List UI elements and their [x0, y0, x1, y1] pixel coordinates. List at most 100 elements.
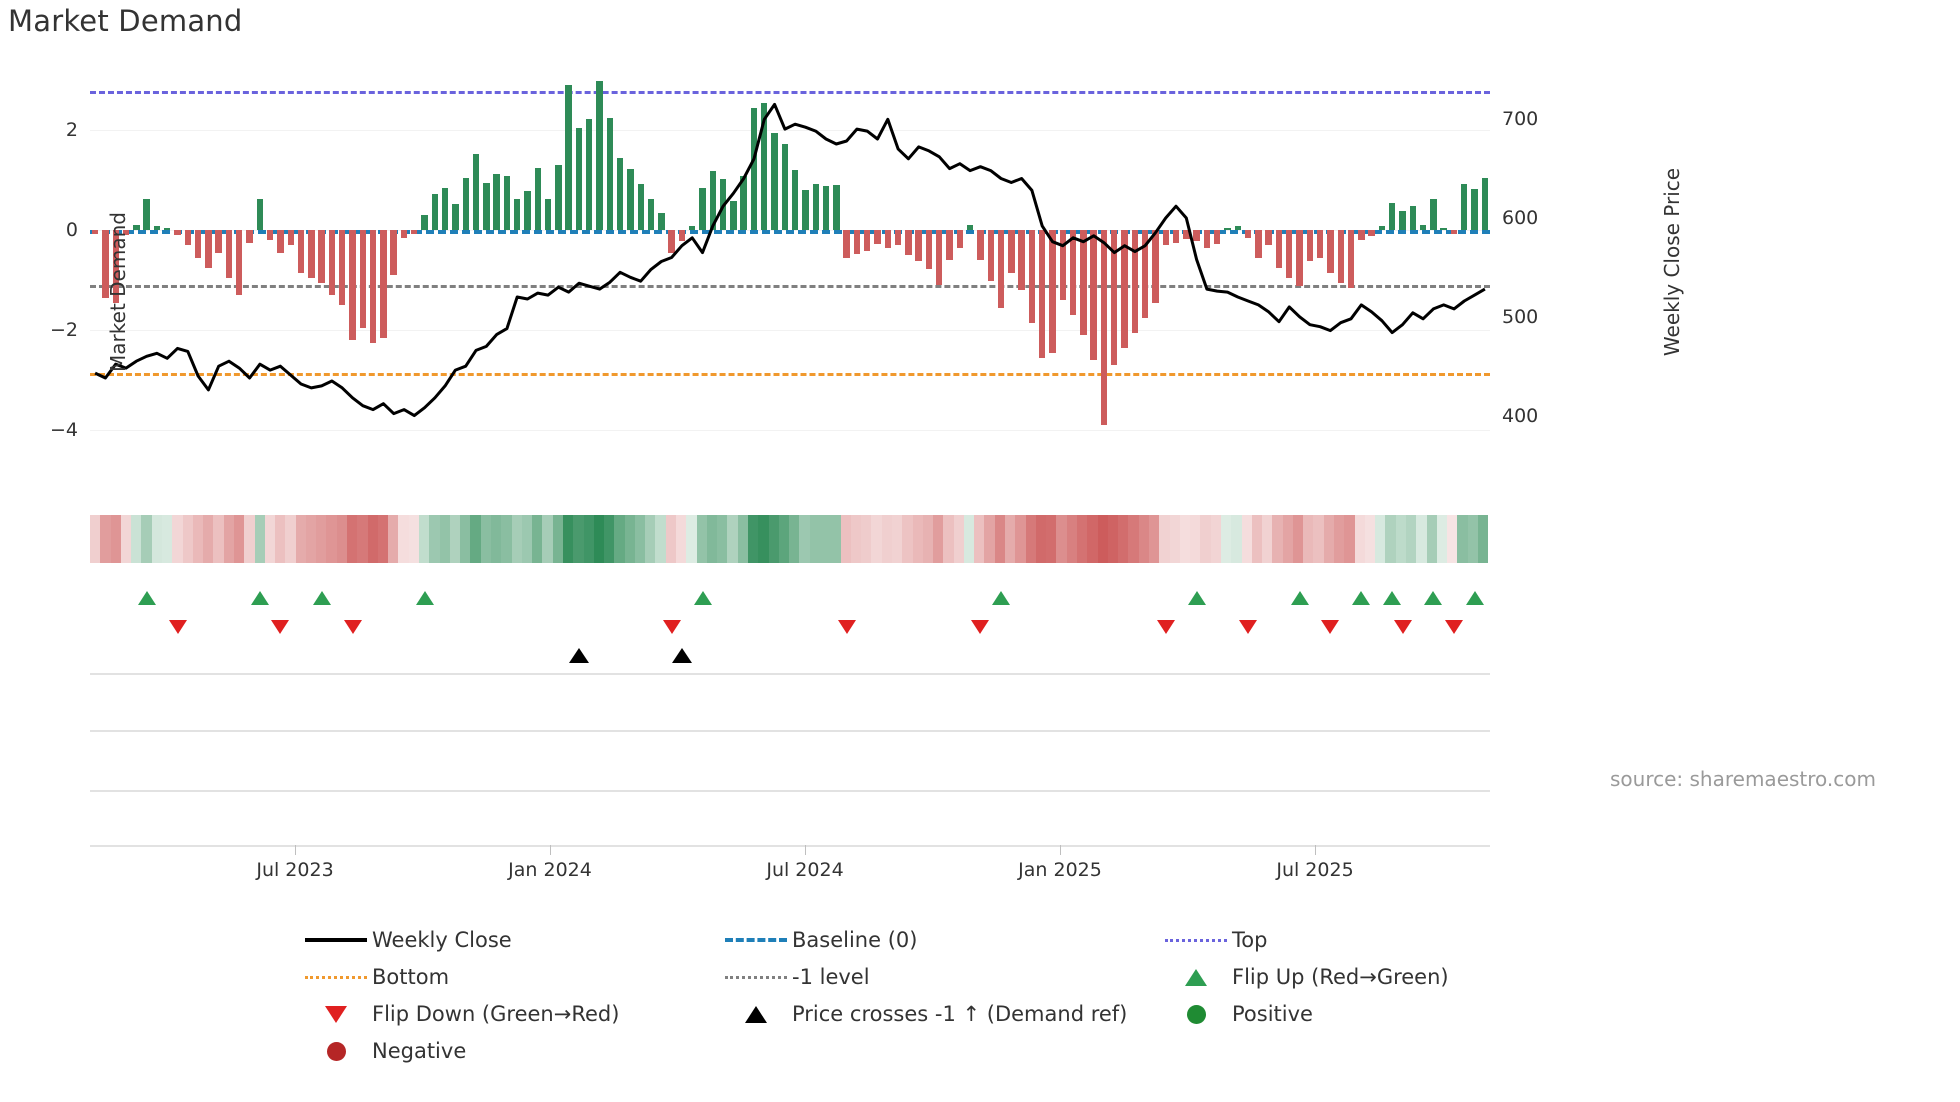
heat-cell — [717, 515, 728, 563]
flip-down-marker — [1156, 620, 1175, 634]
heat-cell — [933, 515, 944, 563]
heat-cell — [737, 515, 748, 563]
heat-cell — [871, 515, 882, 563]
heat-cell — [1323, 515, 1335, 563]
heat-cell — [120, 515, 132, 563]
legend-item[interactable]: -1 level — [720, 962, 1160, 992]
heat-cell — [1334, 515, 1345, 563]
heat-cell — [881, 515, 892, 563]
heat-cell — [316, 515, 327, 563]
legend-label: Weekly Close — [372, 928, 512, 952]
heat-cell — [1169, 515, 1180, 563]
heat-cell — [1344, 515, 1355, 563]
legend-item[interactable]: Flip Up (Red→Green) — [1160, 962, 1580, 992]
flip-up-marker — [1187, 591, 1206, 605]
legend-label: Positive — [1232, 1002, 1313, 1026]
heat-cell — [1159, 515, 1170, 563]
heat-cell — [1272, 515, 1283, 563]
x-tick — [805, 845, 806, 855]
heat-cell — [655, 515, 666, 563]
heat-cell — [439, 515, 450, 563]
heat-cell — [830, 515, 841, 563]
right-tick-label: 400 — [1502, 404, 1539, 427]
heat-cell — [1262, 515, 1273, 563]
flip-down-marker — [1321, 620, 1340, 634]
heat-cell — [1118, 515, 1129, 563]
heat-cell — [1066, 515, 1077, 563]
legend-item[interactable]: Flip Down (Green→Red) — [300, 999, 720, 1029]
flip-down-marker — [1444, 620, 1463, 634]
legend-item[interactable]: Price crosses -1 ↑ (Demand ref) — [720, 999, 1160, 1029]
red-circle-icon — [300, 1041, 372, 1061]
heat-cell — [254, 515, 265, 563]
dotted-purple-line-icon — [1160, 938, 1232, 942]
heat-cell — [141, 515, 152, 563]
heat-cell — [264, 515, 276, 563]
left-tick-label: −4 — [49, 419, 78, 441]
heat-cell — [1447, 515, 1458, 563]
heat-cell — [233, 515, 245, 563]
heat-cell — [347, 515, 358, 563]
legend-label: Negative — [372, 1039, 467, 1063]
legend-item[interactable]: Baseline (0) — [720, 925, 1160, 955]
legend-label: Price crosses -1 ↑ (Demand ref) — [792, 1002, 1128, 1026]
heat-cell — [1179, 515, 1191, 563]
heat-cell — [470, 515, 481, 563]
legend-label: Flip Up (Red→Green) — [1232, 965, 1449, 989]
heat-cell — [593, 515, 605, 563]
heat-cell — [634, 515, 646, 563]
legend-item[interactable]: Positive — [1160, 999, 1580, 1029]
heat-cell — [1477, 515, 1489, 563]
heat-cell — [1025, 515, 1036, 563]
heat-cell — [1426, 515, 1437, 563]
heat-cell — [1231, 515, 1242, 563]
left-tick-label: 0 — [65, 219, 78, 241]
heat-cell — [1416, 515, 1427, 563]
solid-black-line-icon — [300, 938, 372, 942]
heat-cell — [850, 515, 862, 563]
heat-cell — [861, 515, 872, 563]
heat-cell — [1046, 515, 1057, 563]
legend-item[interactable]: Bottom — [300, 962, 720, 992]
heat-cell — [1457, 515, 1468, 563]
heat-cell — [1303, 515, 1314, 563]
x-tick-label: Jan 2025 — [1018, 859, 1102, 881]
x-tick — [550, 845, 551, 855]
heat-cell — [891, 515, 903, 563]
flip-down-marker — [837, 620, 856, 634]
flip-up-marker — [1383, 591, 1402, 605]
heat-cell — [408, 515, 419, 563]
right-axis-title: Weekly Close Price — [1660, 167, 1684, 357]
flip-up-marker — [250, 591, 269, 605]
heat-cell — [943, 515, 954, 563]
flip-down-marker — [1239, 620, 1258, 634]
heat-cell — [521, 515, 533, 563]
heat-cell — [562, 515, 574, 563]
heat-cell — [809, 515, 820, 563]
heat-cell — [1406, 515, 1417, 563]
legend-item[interactable]: Weekly Close — [300, 925, 720, 955]
dotted-gray-line-icon — [720, 975, 792, 979]
flip-up-marker — [137, 591, 156, 605]
legend-item[interactable]: Negative — [300, 1036, 720, 1066]
heat-cell — [1056, 515, 1067, 563]
heat-cell — [645, 515, 656, 563]
legend-item[interactable]: Top — [1160, 925, 1580, 955]
heat-cell — [100, 515, 111, 563]
left-tick-label: 2 — [65, 119, 78, 141]
heat-cell — [1005, 515, 1016, 563]
separator-line-2 — [90, 730, 1490, 732]
heat-cell — [1210, 515, 1221, 563]
flip-up-marker — [1424, 591, 1443, 605]
right-tick-label: 700 — [1502, 108, 1539, 131]
separator-line-1 — [90, 673, 1490, 675]
chart-legend: Weekly Close Baseline (0) Top Bottom -1 leve… — [300, 925, 1700, 1066]
flip-down-marker — [971, 620, 990, 634]
price-cross-marker — [568, 648, 589, 663]
dotted-orange-line-icon — [300, 975, 372, 979]
heat-cell — [542, 515, 553, 563]
heat-cell — [213, 515, 224, 563]
heat-cell — [1128, 515, 1139, 563]
x-tick-label: Jul 2025 — [1276, 859, 1354, 881]
flip-up-marker — [1290, 591, 1309, 605]
